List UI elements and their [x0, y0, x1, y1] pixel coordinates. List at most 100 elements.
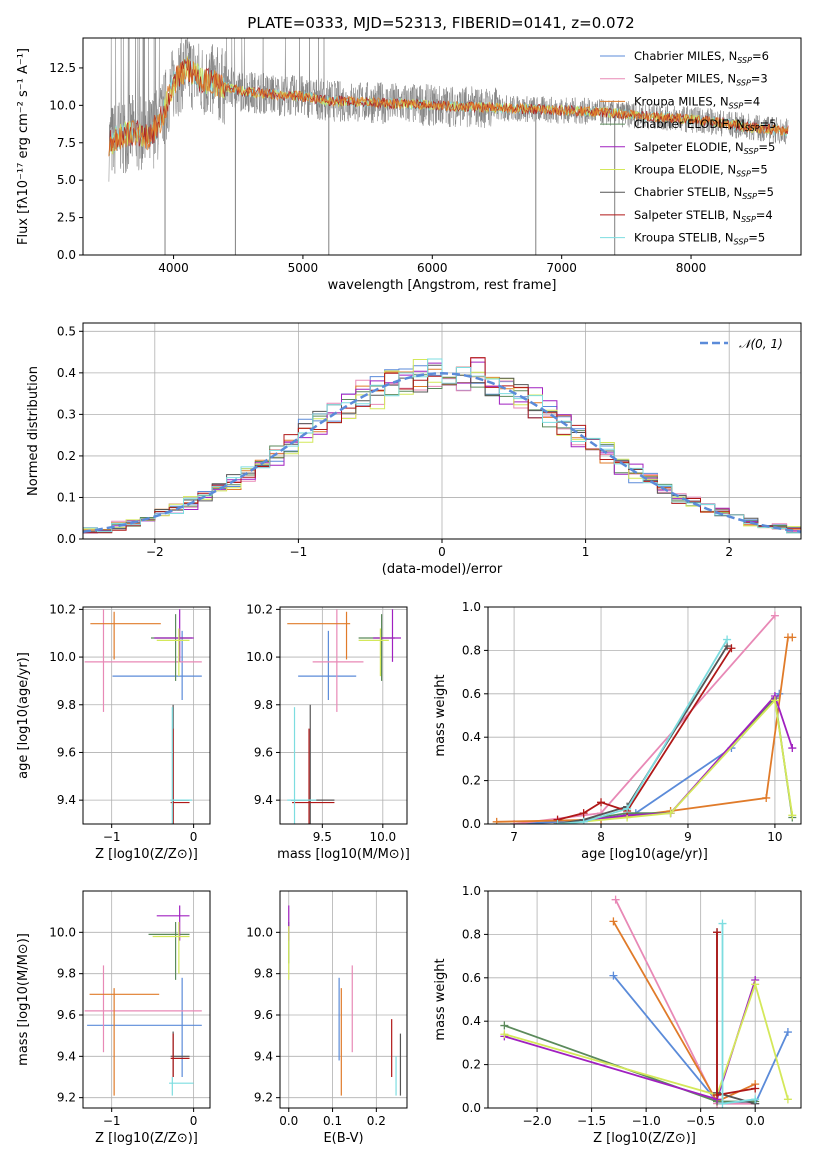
- spectrum-panel: 4000 5000 6000 7000 8000 0.0 2.5 5.0 7.5 10.0 12.5…: [16, 37, 802, 293]
- y-tick-label: 10.0: [49, 650, 76, 664]
- x-tick-label: 9: [684, 830, 692, 844]
- y-tick-label: 0.0: [57, 248, 76, 262]
- mass_vs_ebv-plot-area: [288, 905, 402, 1096]
- y-tick-label: 9.8: [254, 967, 273, 981]
- weight-line-salpeter-stelib: [557, 647, 733, 821]
- weight_vs_age-frame: [487, 606, 802, 825]
- weight_vs_age-plot-area: [492, 611, 797, 824]
- x-tick-label: 1: [582, 545, 590, 559]
- y-tick-label: 0.2: [57, 449, 76, 463]
- y-tick-label: 0.0: [57, 532, 76, 546]
- x-tick-label: 7: [510, 830, 518, 844]
- age_vs_mass-axes: 9.5 10.0 9.4 9.6 9.8 10.0 10.2 mass [log10(M/M⊙…: [246, 602, 410, 862]
- age_vs_Z-panel: −1 0 9.4 9.6 9.8 10.0 10.2 Z [log10(Z/Z⊙)] age […: [16, 602, 211, 862]
- residual-legend: 𝒩(0, 1): [700, 337, 783, 351]
- weight-marker: [609, 971, 618, 980]
- mass_vs_Z-ylabel: mass [log10(M/M⊙)]: [16, 933, 31, 1066]
- x-tick-label: 6000: [417, 261, 448, 275]
- residuals-plot-area: [83, 357, 801, 534]
- y-tick-label: 0.0: [462, 1101, 481, 1115]
- y-tick-label: 0.4: [57, 366, 76, 380]
- weight-marker: [727, 644, 736, 653]
- mass_vs_Z-axes: −1 0 9.2 9.4 9.6 9.8 10.0 Z [log10(Z/Z⊙)] mass […: [16, 890, 211, 1146]
- y-tick-label: 9.4: [254, 1049, 273, 1063]
- spectrum-xlabel: wavelength [Angstrom, rest frame]: [328, 278, 557, 293]
- y-tick-label: 0.4: [462, 730, 481, 744]
- y-tick-label: 10.2: [246, 602, 273, 616]
- y-tick-label: 9.4: [57, 1049, 76, 1063]
- mass_vs_ebv-xlabel: E(B-V): [323, 1131, 363, 1146]
- weight_vs_age-panel: 7 8 9 10 0.0 0.2 0.4 0.6 0.8 1.0 age [log10(age/yr…: [433, 600, 802, 862]
- weight_vs_Z-frame: [487, 890, 802, 1109]
- spectrum-frame: [82, 37, 802, 256]
- weight-marker: [718, 1099, 727, 1108]
- x-tick-label: 0.0: [279, 1114, 298, 1128]
- x-tick-label: 0.0: [746, 1114, 765, 1128]
- age_vs_Z-plot-area: [84, 609, 202, 824]
- x-tick-label: −1: [290, 545, 308, 559]
- spectrum-axes: 4000 5000 6000 7000 8000 0.0 2.5 5.0 7.5 10.0 12.5…: [16, 37, 802, 293]
- weight-line-chabrier-miles: [514, 693, 780, 824]
- x-tick-label: 7000: [546, 261, 577, 275]
- x-tick-label: −1: [103, 830, 121, 844]
- y-tick-label: 0.6: [462, 971, 481, 985]
- x-tick-label: −1.5: [577, 1114, 606, 1128]
- weight-marker: [788, 633, 797, 642]
- residuals-ylabel: Normed distribution: [26, 366, 41, 496]
- x-tick-label: 0: [190, 1114, 198, 1128]
- weight-marker: [579, 817, 588, 824]
- x-tick-label: 0.2: [367, 1114, 386, 1128]
- weight-marker: [597, 798, 606, 807]
- weight-line-salpeter-miles: [513, 615, 776, 824]
- y-tick-label: 9.6: [254, 1008, 273, 1022]
- mass_vs_Z-frame: [82, 890, 211, 1109]
- y-tick-label: 0.2: [462, 774, 481, 788]
- weight-marker: [770, 611, 779, 620]
- plots-layer: 4000 5000 6000 7000 80000.02.55.07.510.012.5…: [16, 37, 802, 1146]
- y-tick-label: 12.5: [49, 61, 76, 75]
- y-tick-label: 7.5: [57, 136, 76, 150]
- weight-marker: [500, 1021, 509, 1030]
- x-tick-label: −2.0: [523, 1114, 552, 1128]
- y-tick-label: 10.2: [49, 602, 76, 616]
- x-tick-label: 10.0: [369, 830, 396, 844]
- weight-marker: [492, 817, 501, 824]
- model-spectrum: [108, 57, 789, 157]
- y-tick-label: 9.4: [254, 793, 273, 807]
- age_vs_Z-frame: [82, 606, 211, 825]
- y-tick-label: 0.5: [57, 324, 76, 338]
- legend-entry: Kroupa STELIB, NSSP=5: [634, 231, 765, 247]
- x-tick-label: 4000: [158, 261, 189, 275]
- y-tick-label: 5.0: [57, 173, 76, 187]
- weight_vs_age-xlabel: age [log10(age/yr)]: [581, 847, 708, 862]
- weight-marker: [579, 809, 588, 818]
- x-tick-label: −1: [103, 1114, 121, 1128]
- y-tick-label: 9.6: [254, 745, 273, 759]
- y-tick-label: 0.4: [462, 1014, 481, 1028]
- x-tick-label: 2: [725, 545, 733, 559]
- residuals-xlabel: (data-model)/error: [382, 562, 503, 577]
- mass_vs_Z-panel: −1 0 9.2 9.4 9.6 9.8 10.0 Z [log10(Z/Z⊙)] mass […: [16, 890, 211, 1146]
- weight-marker: [723, 635, 732, 644]
- weight-marker: [788, 811, 797, 820]
- weight-marker: [623, 804, 632, 813]
- x-tick-label: −0.5: [686, 1114, 715, 1128]
- y-tick-label: 2.5: [57, 211, 76, 225]
- legend-entry: Chabrier ELODIE, NSSP=5: [634, 117, 776, 133]
- weight_vs_Z-panel: −2.0 −1.5 −1.0 −0.5 0.0 0.0 0.2 0.4 0.6 0.8 1.0 Z […: [433, 884, 802, 1146]
- y-tick-label: 10.0: [246, 925, 273, 939]
- weight-marker: [609, 917, 618, 926]
- residuals-axes: −2 −1 0 1 2 0.0 0.1 0.2 0.3 0.4 0.5 (data-model)/er…: [26, 322, 802, 577]
- y-tick-label: 9.6: [57, 1008, 76, 1022]
- mass_vs_Z-xlabel: Z [log10(Z/Z⊙)]: [95, 1131, 198, 1146]
- weight-marker: [770, 696, 779, 705]
- mass_vs_ebv-panel: 0.0 0.1 0.2 9.2 9.4 9.6 9.8 10.0 E(B-V): [246, 890, 408, 1146]
- mass_vs_ebv-axes: 0.0 0.1 0.2 9.2 9.4 9.6 9.8 10.0 E(B-V): [246, 890, 408, 1146]
- y-tick-label: 9.2: [57, 1091, 76, 1105]
- weight-line-kroupa-elodie: [557, 698, 794, 824]
- y-tick-label: 9.8: [57, 967, 76, 981]
- x-tick-label: 8000: [676, 261, 707, 275]
- legend-entry: Chabrier MILES, NSSP=6: [634, 49, 769, 65]
- weight_vs_age-ylabel: mass weight: [433, 674, 448, 756]
